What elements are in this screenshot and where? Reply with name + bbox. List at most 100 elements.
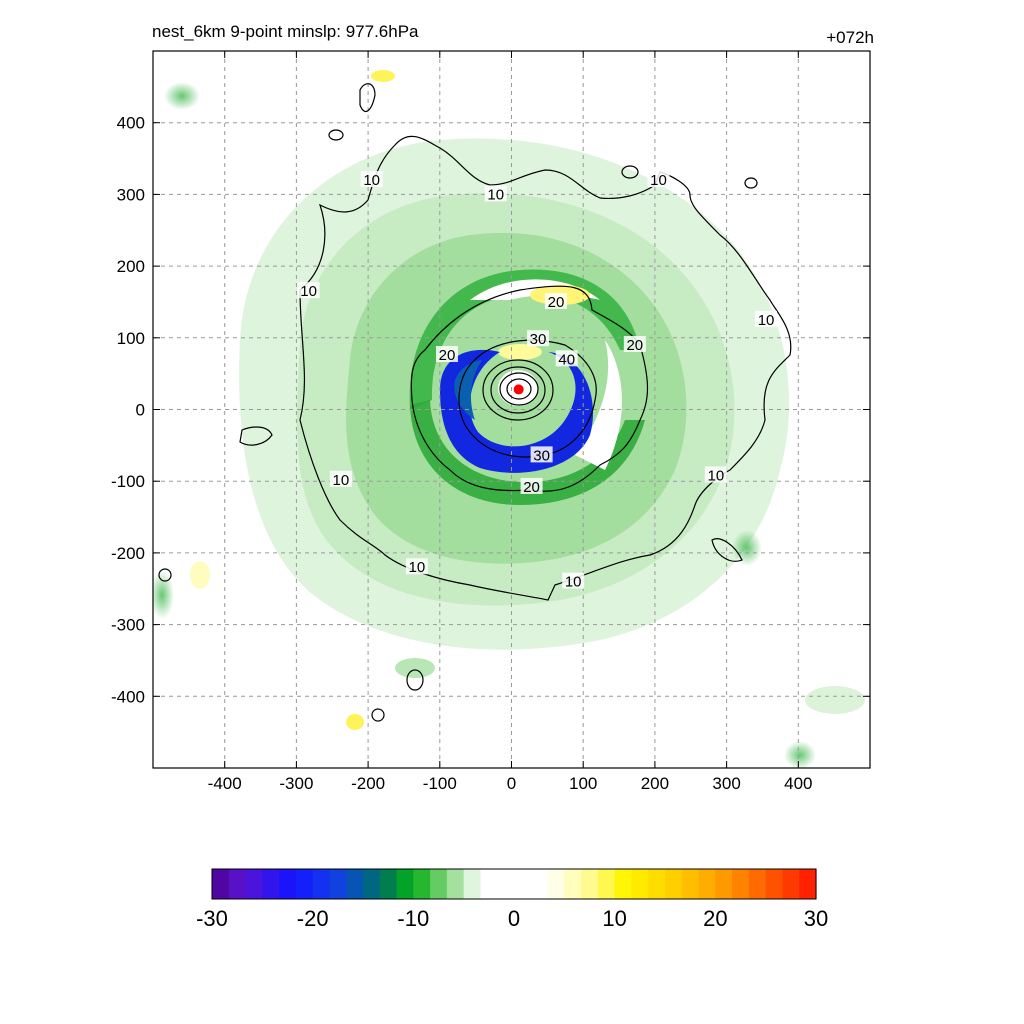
colorbar-frame <box>211 868 817 900</box>
contour-label-13: 30 <box>530 331 547 348</box>
y-tick-label-5: 100 <box>117 329 145 348</box>
contour-label-1: 10 <box>487 186 504 203</box>
colorbar-segment-7 <box>329 869 347 899</box>
colorbar-label-5: 20 <box>703 906 727 931</box>
contour-label-bg-10 <box>435 346 458 363</box>
contour-small-ne2 <box>744 177 758 189</box>
contour-small-n <box>359 83 376 113</box>
contour-small-e <box>711 538 743 562</box>
contour-40 <box>482 359 554 421</box>
colorbar-segment-1 <box>228 869 247 899</box>
contour-label-bg-1 <box>484 185 507 202</box>
colorbar-segment-10 <box>379 869 398 899</box>
y-tick-label-2: -200 <box>111 544 145 563</box>
colorbar-segment-19 <box>530 869 549 899</box>
contour-small-n2 <box>328 129 344 141</box>
colorbar-segment-25 <box>631 869 649 899</box>
x-tick-label-3: -100 <box>423 774 457 793</box>
colorbar-segment-29 <box>698 869 716 899</box>
contour-10 <box>299 135 792 601</box>
yellow-patch-west <box>190 561 210 589</box>
colorbar-label-0: -30 <box>196 906 228 931</box>
contour-label-10: 20 <box>439 347 456 364</box>
colorbar-segment-12 <box>413 869 431 899</box>
contour-label-bg-12 <box>520 477 543 494</box>
blob-nw <box>164 82 200 110</box>
y-tick-label-1: -300 <box>111 616 145 635</box>
contour-label-9: 20 <box>548 294 565 311</box>
colorbar-segment-4 <box>279 869 297 899</box>
y-tick-label-7: 300 <box>117 185 145 204</box>
yellow-patch-bottom <box>346 714 364 730</box>
colorbar-segment-17 <box>497 869 515 899</box>
colorbar <box>211 868 817 900</box>
colorbar-segment-9 <box>363 869 381 899</box>
y-tick-label-8: 400 <box>117 114 145 133</box>
contour-label-bg-3 <box>297 282 320 299</box>
colorbar-segment-14 <box>446 869 465 899</box>
contour-label-bg-13 <box>527 330 550 347</box>
contour-label-0: 10 <box>363 172 380 189</box>
blob-w <box>153 571 174 619</box>
colorbar-labels: -30 -20 -10 0 10 20 30 <box>196 906 828 931</box>
colorbar-segment-31 <box>732 869 750 899</box>
x-tick-label-6: 200 <box>641 774 669 793</box>
colorbar-label-1: -20 <box>297 906 329 931</box>
contour-label-15: 40 <box>558 351 575 368</box>
contour-label-7: 10 <box>409 559 426 576</box>
y-tick-label-0: -400 <box>111 687 145 706</box>
colorbar-segment-21 <box>564 869 582 899</box>
contour-label-2: 10 <box>650 172 667 189</box>
colorbar-segment-30 <box>715 869 733 899</box>
colorbar-label-6: 30 <box>804 906 828 931</box>
x-tick-label-5: 100 <box>569 774 597 793</box>
contour-label-bg-8 <box>562 572 585 589</box>
contour-label-bg-6 <box>704 466 727 483</box>
contour-label-bg-5 <box>329 470 352 487</box>
contour-label-3: 10 <box>300 283 317 300</box>
teal-core-edge <box>454 360 482 420</box>
colorbar-label-2: -10 <box>397 906 429 931</box>
contour-label-bg-2 <box>647 171 670 188</box>
storm-center-marker <box>513 384 524 395</box>
contour-small-ne <box>621 165 639 179</box>
contour-label-bg-4 <box>755 310 778 327</box>
time-label: +072h <box>826 28 874 47</box>
colorbar-segment-35 <box>799 869 817 899</box>
colorbar-segment-27 <box>665 869 683 899</box>
contour-small-s <box>406 669 424 691</box>
contour-label-14: 30 <box>533 447 550 464</box>
yellow-patch-top <box>371 70 395 82</box>
colorbar-segment-16 <box>480 869 498 899</box>
blue-core <box>440 349 594 473</box>
colorbar-segment-28 <box>681 869 700 899</box>
colorbar-segment-20 <box>547 869 565 899</box>
contour-small-w <box>239 426 273 446</box>
colorbar-segment-24 <box>614 869 633 899</box>
contour-label-12: 20 <box>523 479 540 496</box>
colorbar-segment-18 <box>514 869 532 899</box>
colorbar-segment-13 <box>430 869 448 899</box>
colorbar-segment-26 <box>648 869 666 899</box>
contour-core-1 <box>490 366 546 414</box>
x-tick-label-1: -300 <box>279 774 313 793</box>
colorbar-segment-15 <box>463 869 482 899</box>
contour-label-bg-0 <box>360 171 383 188</box>
contour-small-s2 <box>371 708 385 722</box>
x-axis: -400 -300 -200 -100 0 100 200 300 400 <box>208 51 812 793</box>
blob-se <box>784 741 816 768</box>
colorbar-segment-32 <box>748 869 767 899</box>
blob-e <box>732 530 762 566</box>
y-tick-label-3: -100 <box>111 472 145 491</box>
colorbar-segment-5 <box>295 869 314 899</box>
contour-label-4: 10 <box>758 312 775 329</box>
contour-small-w2 <box>158 568 172 582</box>
inner-arc-south <box>410 400 645 505</box>
contour-label-6: 10 <box>708 467 725 484</box>
colorbar-label-3: 0 <box>508 906 520 931</box>
contour-core-2 <box>499 372 539 406</box>
colorbar-segment-3 <box>262 869 280 899</box>
colorbar-label-4: 10 <box>602 906 626 931</box>
x-tick-label-4: 0 <box>507 774 516 793</box>
